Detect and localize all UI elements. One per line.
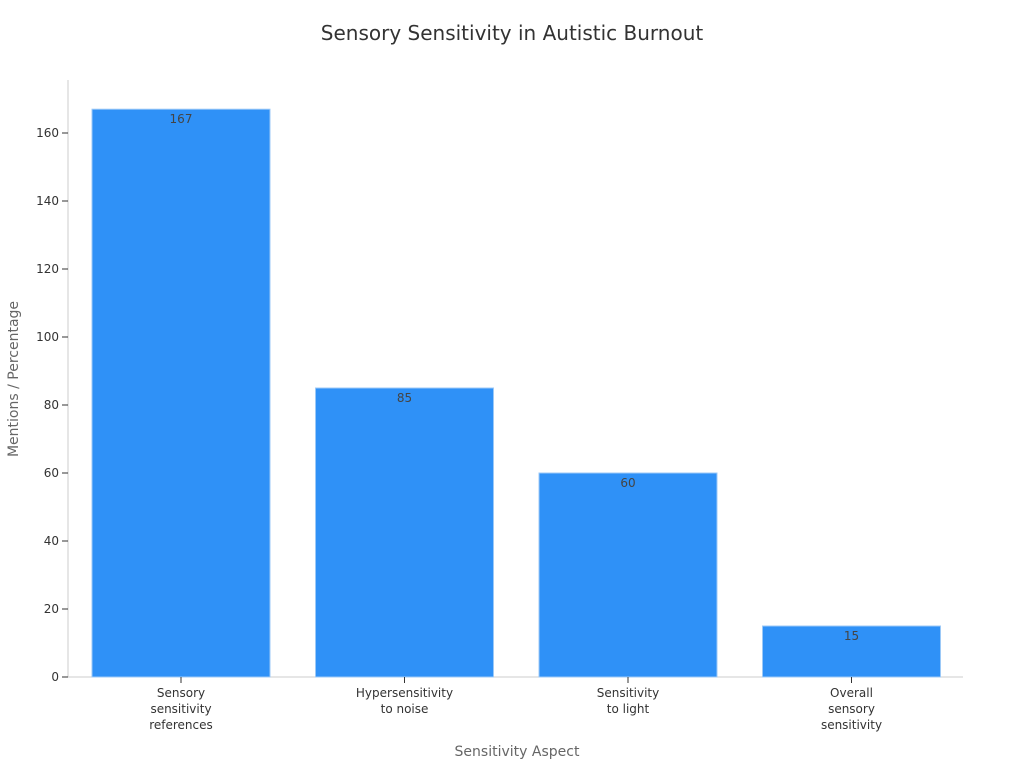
bar [538, 472, 718, 678]
x-axis-title: Sensitivity Aspect [455, 744, 580, 760]
bars: 167 85 60 15 [91, 108, 941, 678]
bar-data-label: 15 [844, 629, 859, 643]
bar-data-label: 167 [170, 112, 193, 126]
bar-data-label: 85 [397, 391, 412, 405]
y-tick-label: 60 [44, 466, 59, 480]
y-tick-label: 0 [51, 670, 59, 684]
x-tick-label: Hypersensitivity to noise [356, 686, 453, 716]
x-axis-ticks: Sensory sensitivity references Hypersensiti… [149, 677, 882, 732]
plot-area: 0 20 40 60 80 100 120 140 160 167 85 60 15 Sensory s… [36, 80, 963, 732]
y-tick-label: 120 [36, 262, 59, 276]
bar [762, 625, 941, 678]
chart-title: Sensory Sensitivity in Autistic Burnout [321, 21, 704, 45]
y-tick-label: 100 [36, 330, 59, 344]
x-tick-label: Sensory sensitivity references [149, 686, 213, 732]
x-tick-label: Overall sensory sensitivity [821, 686, 882, 732]
bar-data-label: 60 [620, 476, 635, 490]
y-axis-title: Mentions / Percentage [6, 301, 22, 457]
y-tick-label: 40 [44, 534, 59, 548]
x-tick-label: Sensitivity to light [597, 686, 659, 716]
bar [91, 108, 271, 678]
y-tick-label: 160 [36, 126, 59, 140]
y-tick-label: 20 [44, 602, 59, 616]
y-tick-label: 140 [36, 194, 59, 208]
y-tick-label: 80 [44, 398, 59, 412]
bar [315, 387, 494, 678]
y-axis-ticks: 0 20 40 60 80 100 120 140 160 [36, 126, 68, 684]
